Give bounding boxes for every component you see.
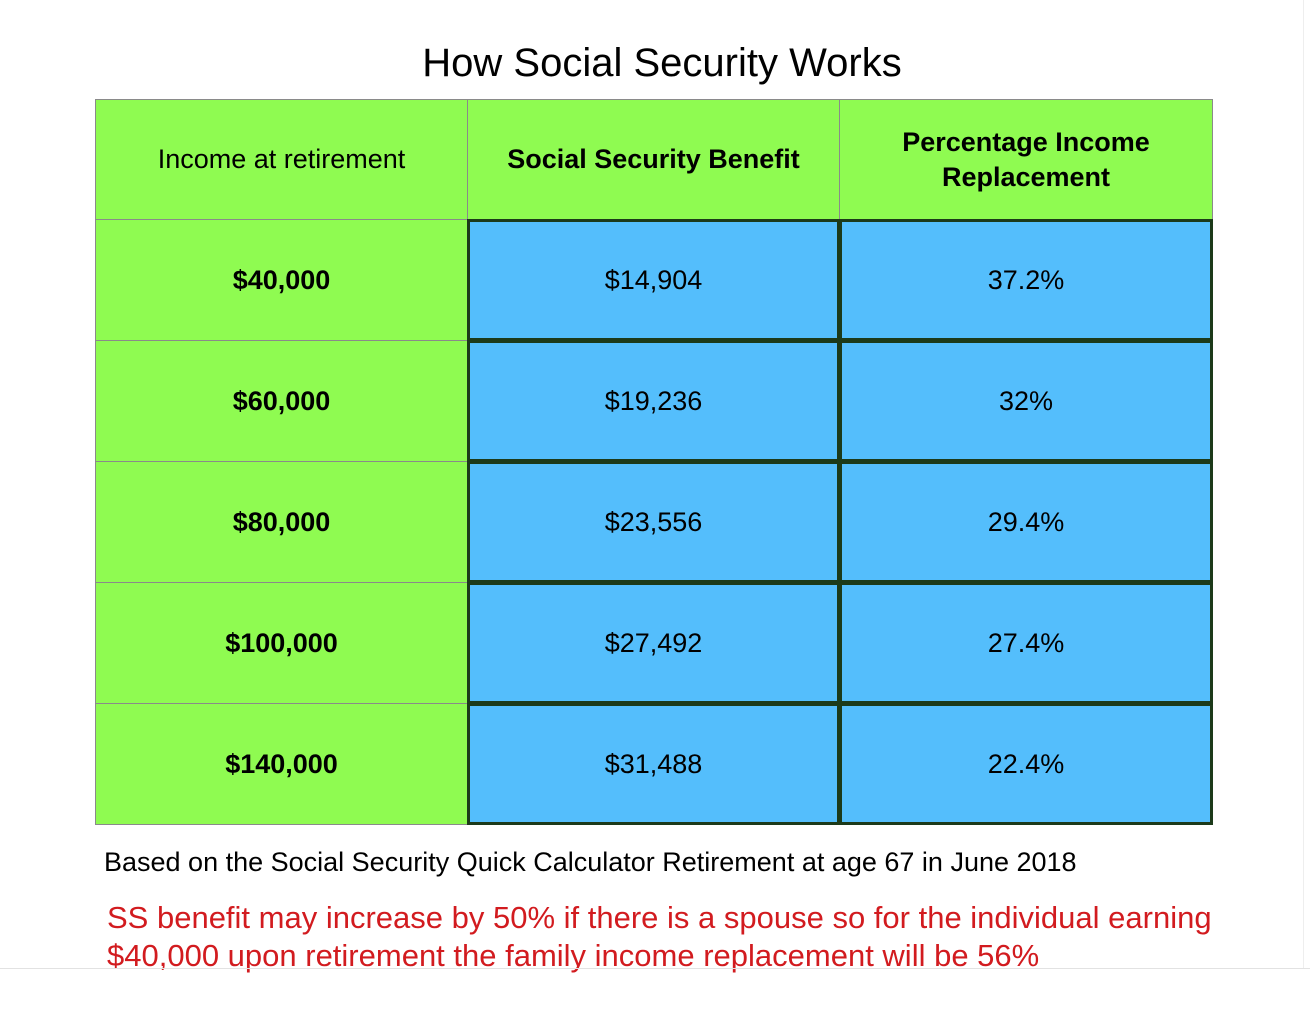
percentage-cell: 29.4% xyxy=(839,461,1213,583)
income-cell: $140,000 xyxy=(95,703,468,825)
percentage-cell: 37.2% xyxy=(839,219,1213,341)
income-cell: $60,000 xyxy=(95,340,468,462)
benefit-cell: $27,492 xyxy=(467,582,840,704)
percentage-cell: 32% xyxy=(839,340,1213,462)
page-title: How Social Security Works xyxy=(422,41,902,85)
header-income: Income at retirement xyxy=(95,99,468,220)
header-percentage: Percentage Income Replacement xyxy=(839,99,1213,220)
header-benefit: Social Security Benefit xyxy=(467,99,840,220)
income-cell: $40,000 xyxy=(95,219,468,341)
social-security-table: Income at retirement Social Security Ben… xyxy=(95,99,1213,825)
source-footnote: Based on the Social Security Quick Calcu… xyxy=(104,847,1077,877)
spouse-note: SS benefit may increase by 50% if there … xyxy=(107,899,1212,975)
page-edge-right xyxy=(1303,0,1304,968)
benefit-cell: $23,556 xyxy=(467,461,840,583)
spouse-note-line-2: $40,000 upon retirement the family incom… xyxy=(107,938,1040,973)
spouse-note-line-1: SS benefit may increase by 50% if there … xyxy=(107,900,1212,935)
income-cell: $100,000 xyxy=(95,582,468,704)
benefit-cell: $14,904 xyxy=(467,219,840,341)
page-edge-bottom xyxy=(0,968,1310,969)
benefit-cell: $31,488 xyxy=(467,703,840,825)
percentage-cell: 22.4% xyxy=(839,703,1213,825)
income-cell: $80,000 xyxy=(95,461,468,583)
percentage-cell: 27.4% xyxy=(839,582,1213,704)
benefit-cell: $19,236 xyxy=(467,340,840,462)
